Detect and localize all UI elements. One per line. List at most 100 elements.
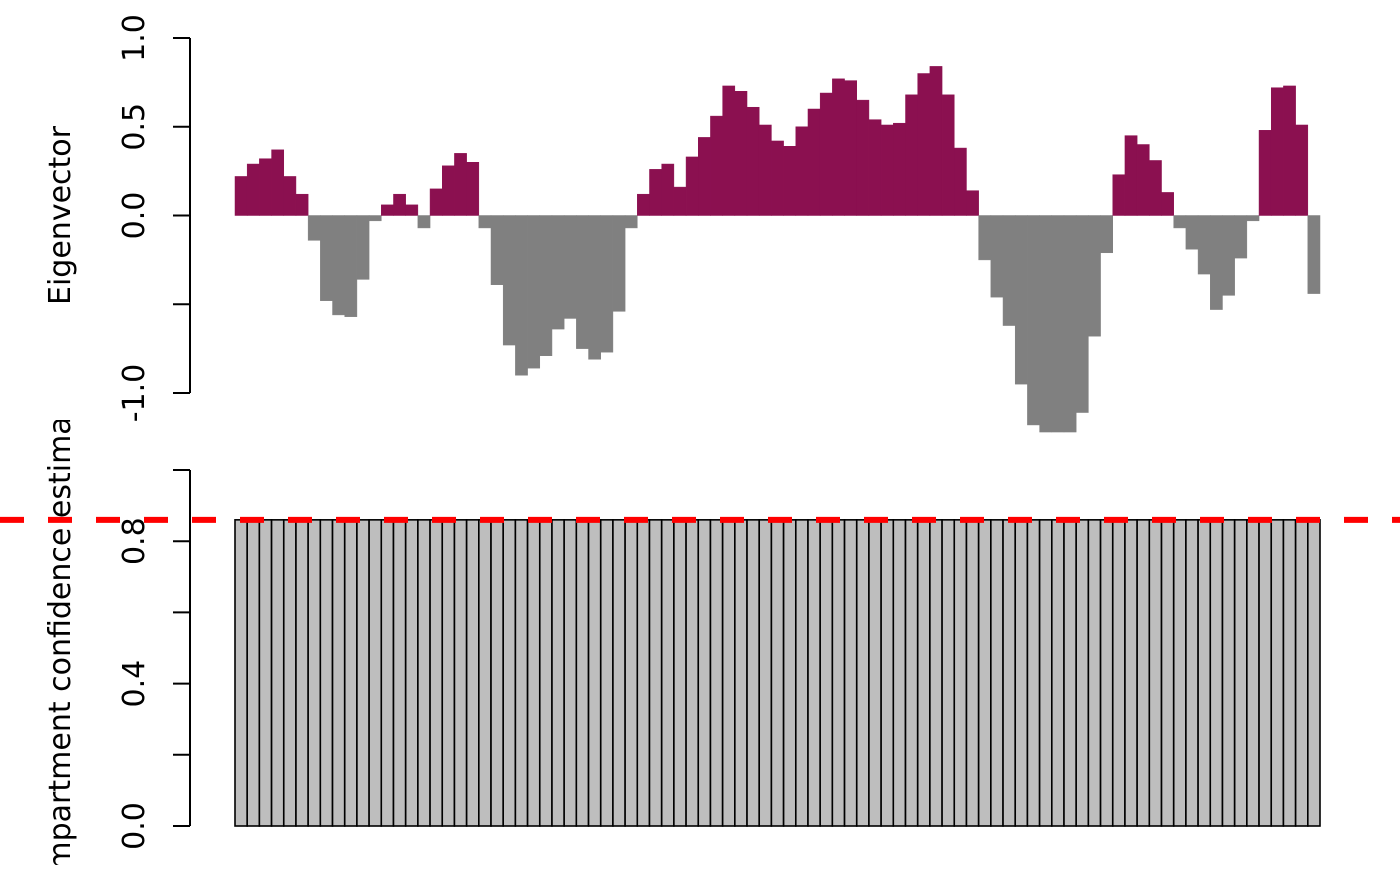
confidence-y-tick-label: 0.8 (117, 517, 152, 565)
confidence-bar (465, 519, 480, 827)
eigenvector-bar (490, 215, 504, 285)
confidence-bar (1160, 519, 1175, 827)
confidence-bar (599, 519, 614, 827)
eigenvector-bar (1173, 215, 1187, 229)
confidence-bar (404, 519, 419, 827)
confidence-bar (234, 519, 248, 827)
confidence-bar (648, 519, 663, 827)
eigenvector-y-tick-label: 1.0 (117, 14, 152, 62)
confidence-bar (660, 519, 675, 827)
confidence-bar (1148, 519, 1163, 827)
confidence-bar (514, 519, 529, 827)
confidence-bar (392, 519, 407, 827)
eigenvector-y-tick-label: -1.0 (117, 364, 152, 423)
confidence-bar (441, 519, 456, 827)
confidence-bar (295, 519, 309, 827)
confidence-bar (977, 519, 992, 827)
confidence-bar (1014, 519, 1029, 827)
confidence-bar (746, 519, 761, 827)
eigenvector-bar (551, 215, 565, 330)
confidence-bar (575, 519, 590, 827)
confidence-bar (270, 519, 285, 827)
eigenvector-bar (624, 215, 638, 229)
confidence-panel: 0.0 0.4 0.8 Compartment confidence estimat… (0, 386, 1400, 865)
confidence-bar (685, 519, 700, 827)
confidence-bar (343, 519, 358, 827)
confidence-bar (880, 519, 895, 827)
eigenvector-bar (295, 193, 309, 216)
eigenvector-bar (771, 140, 784, 216)
eigenvector-bar (978, 215, 992, 261)
confidence-bar (453, 519, 468, 827)
eigenvector-bar (1100, 215, 1114, 254)
confidence-bar (1172, 519, 1187, 827)
confidence-bar (1270, 519, 1285, 827)
confidence-bar (1124, 519, 1138, 827)
confidence-bar (721, 519, 736, 827)
eigenvector-bar (929, 66, 943, 216)
eigenvector-bar (844, 80, 857, 216)
confidence-bar (1099, 519, 1114, 827)
confidence-bars (234, 519, 1321, 827)
confidence-bar (563, 519, 578, 827)
eigenvector-bar (283, 176, 297, 216)
eigenvector-bar (320, 215, 333, 301)
eigenvector-bar (1051, 215, 1065, 433)
confidence-bar (916, 519, 931, 827)
eigenvector-bar (234, 176, 248, 216)
eigenvector-bar (917, 73, 931, 216)
eigenvector-bar (868, 119, 882, 216)
confidence-bar (1111, 519, 1126, 827)
confidence-bar (758, 519, 773, 827)
eigenvector-bar (332, 215, 345, 316)
eigenvector-bar (1222, 215, 1235, 296)
eigenvector-bar (429, 188, 443, 216)
confidence-bar (1282, 519, 1297, 827)
eigenvector-bar (1246, 215, 1260, 222)
confidence-bar (770, 519, 785, 827)
eigenvector-bar (1307, 215, 1321, 294)
confidence-bar (1075, 519, 1090, 827)
eigenvector-bar (502, 215, 516, 346)
eigenvector-bar (807, 108, 821, 216)
eigenvector-y-axis-title: Eigenvector (43, 125, 78, 305)
eigenvector-bar (368, 215, 382, 222)
eigenvector-bar (381, 204, 394, 216)
eigenvector-bar (1014, 215, 1028, 385)
confidence-y-axis-title: Compartment confidence estimate (43, 386, 78, 865)
eigenvector-bar (600, 215, 614, 353)
eigenvector-bar (1039, 215, 1053, 433)
eigenvector-bar (271, 149, 285, 216)
confidence-bar (612, 519, 626, 827)
confidence-y-ticks: 0.0 0.4 0.8 (117, 469, 190, 850)
eigenvector-bar (1161, 192, 1174, 216)
eigenvector-bar (454, 153, 467, 216)
confidence-bar (282, 519, 297, 827)
eigenvector-bar (405, 204, 419, 216)
confidence-bar (429, 519, 444, 827)
confidence-bar (478, 519, 492, 827)
confidence-bar (855, 519, 870, 827)
eigenvector-bar (1234, 215, 1248, 259)
confidence-bar (807, 519, 821, 827)
confidence-bar (331, 519, 346, 827)
confidence-bar (490, 519, 505, 827)
eigenvector-bar (856, 99, 870, 216)
confidence-bar (1185, 519, 1199, 827)
eigenvector-bar (1283, 85, 1296, 216)
eigenvector-bar (1027, 215, 1040, 426)
eigenvector-y-tick-label: 0.0 (117, 192, 152, 240)
confidence-bar (1038, 519, 1053, 827)
eigenvector-bars (234, 66, 1321, 433)
eigenvector-bar (734, 91, 748, 216)
eigenvector-panel: -1.0 0.0 0.5 1.0 Eigenvector (43, 14, 1321, 433)
eigenvector-bar (637, 193, 650, 216)
confidence-bar (551, 519, 565, 827)
eigenvector-bar (259, 158, 272, 216)
eigenvector-bar (515, 215, 528, 376)
eigenvector-bar (1185, 215, 1199, 250)
eigenvector-bar (783, 146, 797, 216)
eigenvector-bar (1063, 215, 1077, 433)
confidence-bar (1051, 519, 1065, 827)
